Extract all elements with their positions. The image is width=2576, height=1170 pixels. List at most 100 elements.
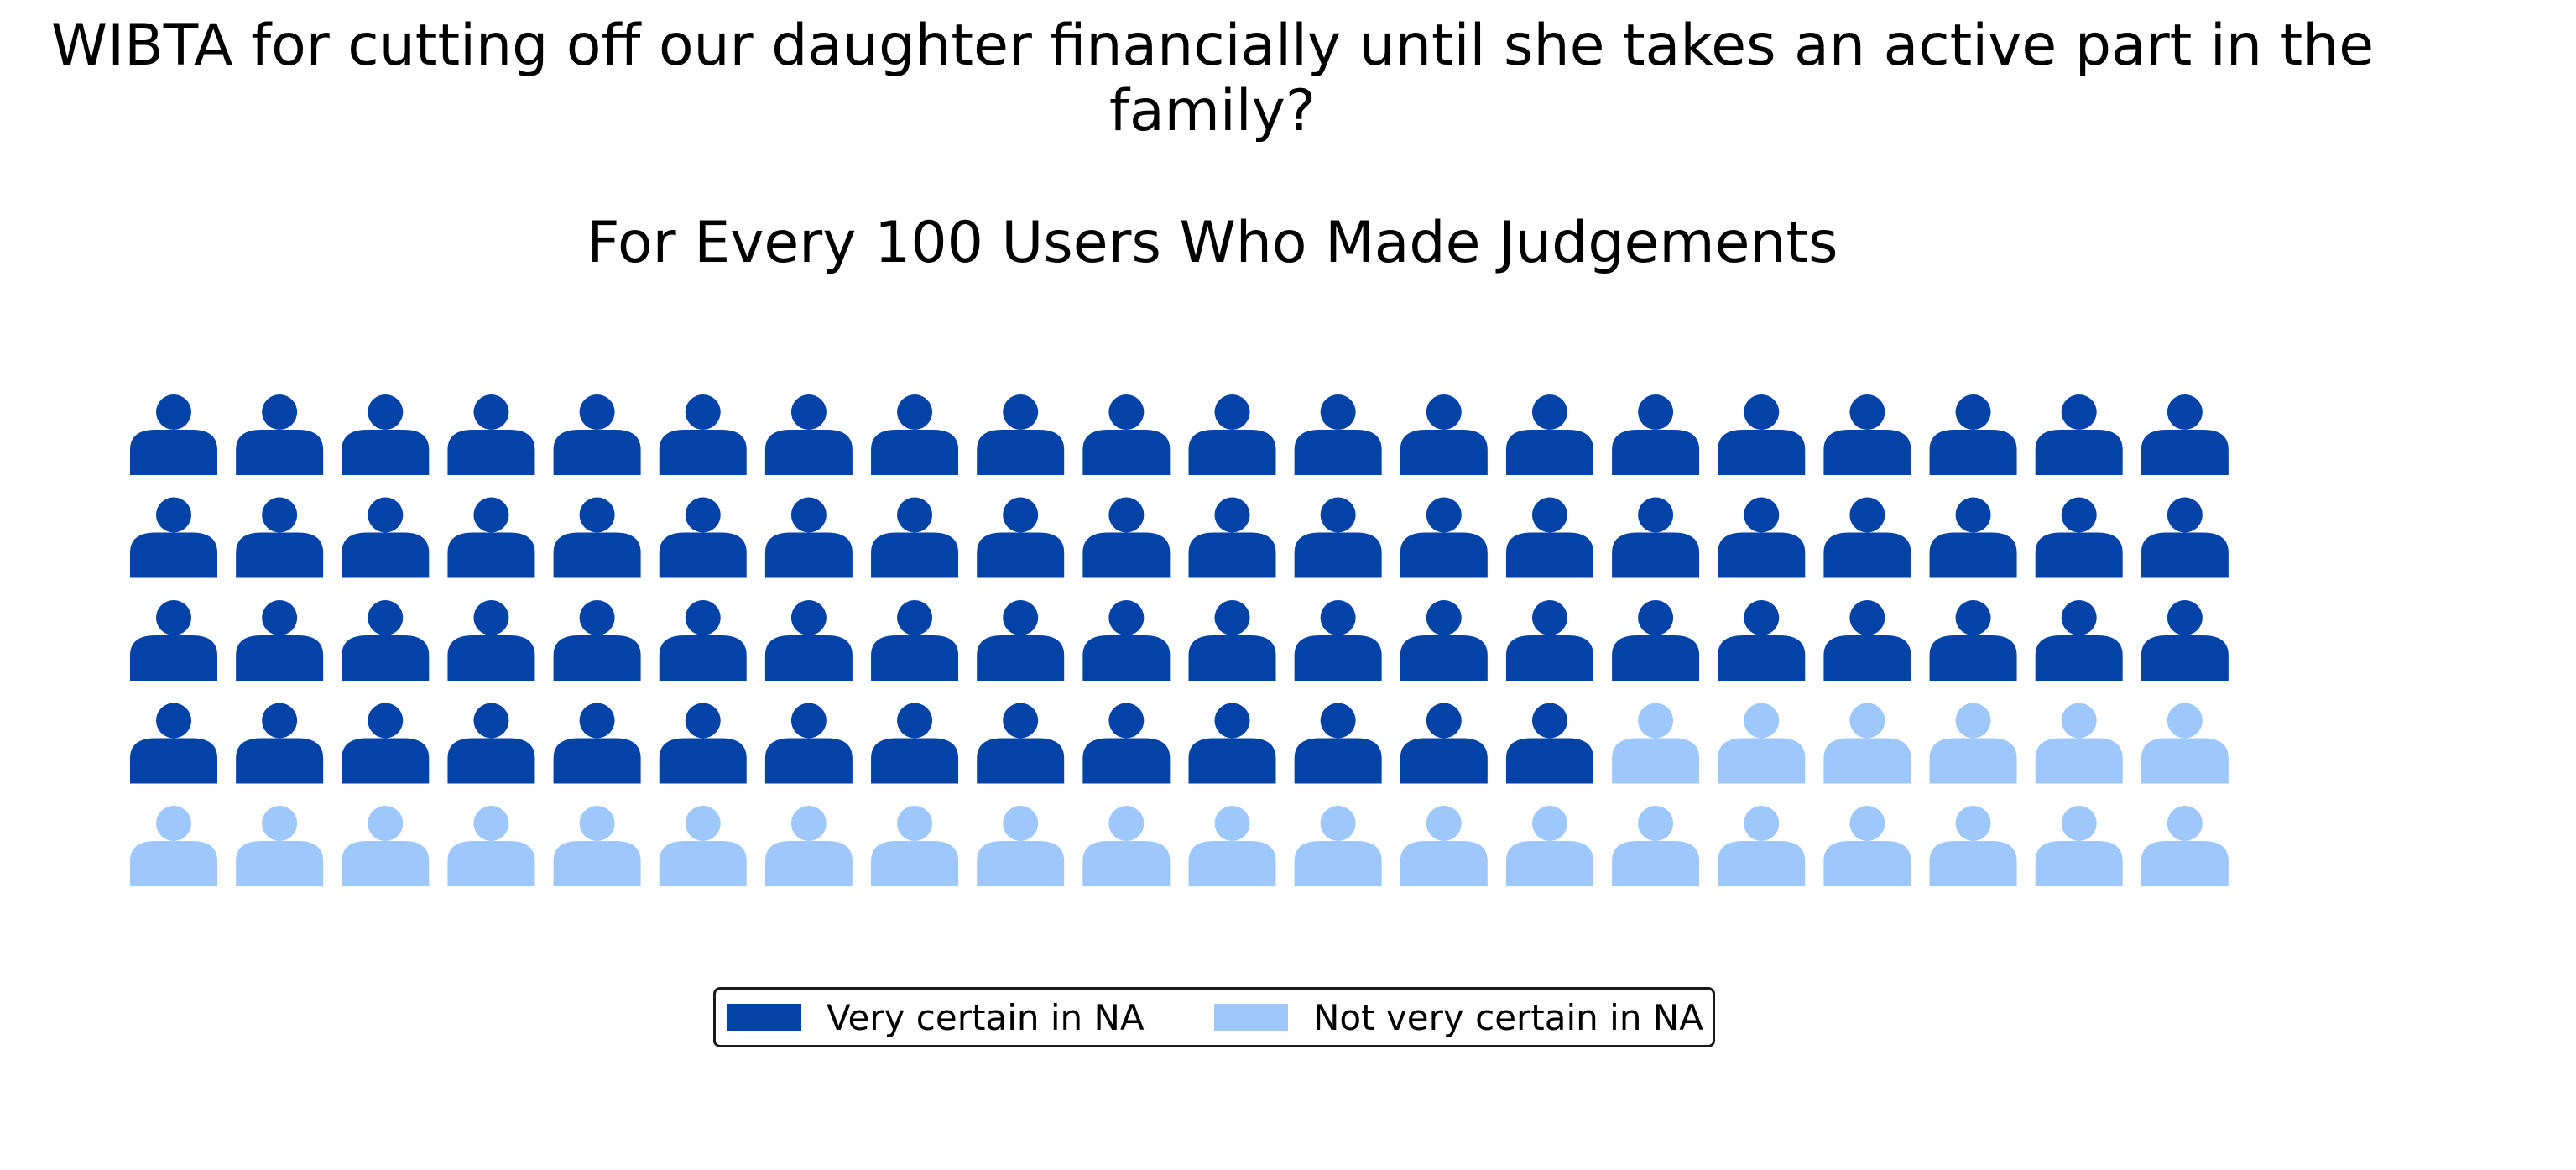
person-icon <box>1400 497 1488 578</box>
person-icon <box>553 703 641 784</box>
person-icon <box>236 806 324 886</box>
person-icon <box>130 806 217 886</box>
person-icon <box>1823 806 1911 886</box>
person-icon <box>1929 394 2017 475</box>
person-icon <box>1505 600 1593 681</box>
person-icon <box>1294 703 1382 784</box>
person-icon <box>2035 497 2123 578</box>
person-icon <box>1718 806 1806 886</box>
person-icon <box>1612 806 1700 886</box>
person-icon <box>1823 394 1911 475</box>
person-icon <box>764 703 853 784</box>
person-icon <box>1505 497 1593 578</box>
person-icon <box>447 806 535 886</box>
legend-item-not-very-certain: Not very certain in NA <box>1214 990 1703 1045</box>
person-icon <box>1929 703 2017 784</box>
person-icon <box>1612 703 1700 784</box>
person-icon <box>1823 600 1911 681</box>
person-icon <box>2141 497 2229 578</box>
person-icon <box>236 600 324 681</box>
person-icon <box>2141 600 2229 681</box>
person-icon <box>1823 703 1911 784</box>
person-icon <box>1823 497 1911 578</box>
person-icon <box>2141 806 2229 886</box>
person-icon <box>2035 703 2123 784</box>
person-icon <box>447 703 535 784</box>
person-icon <box>553 806 641 886</box>
person-icon <box>2035 394 2123 475</box>
person-icon <box>342 394 430 475</box>
person-icon <box>1294 600 1382 681</box>
person-icon <box>1188 600 1276 681</box>
person-icon <box>236 703 324 784</box>
person-icon <box>1400 806 1488 886</box>
legend-label-not-very-certain: Not very certain in NA <box>1313 996 1703 1038</box>
person-icon <box>764 497 853 578</box>
person-icon <box>1929 806 2017 886</box>
person-icon <box>1082 394 1171 475</box>
person-icon <box>130 497 217 578</box>
person-icon <box>1294 497 1382 578</box>
person-icon <box>1082 703 1171 784</box>
person-icon <box>447 600 535 681</box>
person-icon <box>977 703 1065 784</box>
person-icon <box>342 806 430 886</box>
legend-swatch-not-very-certain <box>1214 1004 1288 1031</box>
person-icon <box>236 497 324 578</box>
person-icon <box>342 497 430 578</box>
person-icon <box>1294 394 1382 475</box>
chart-title: WIBTA for cutting off our daughter finan… <box>50 13 2375 144</box>
person-icon <box>764 600 853 681</box>
person-icon <box>871 394 959 475</box>
person-icon <box>2141 394 2229 475</box>
person-icon <box>659 703 747 784</box>
person-icon <box>1188 497 1276 578</box>
person-icon <box>553 394 641 475</box>
person-icon <box>871 497 959 578</box>
person-icon <box>1612 600 1700 681</box>
person-icon <box>1612 497 1700 578</box>
person-icon <box>1718 497 1806 578</box>
person-icon <box>447 497 535 578</box>
person-icon <box>1929 600 2017 681</box>
person-icon <box>1400 394 1488 475</box>
person-icon <box>1505 394 1593 475</box>
person-icon <box>1082 600 1171 681</box>
person-icon <box>1294 806 1382 886</box>
person-icon <box>1400 703 1488 784</box>
person-icon <box>659 394 747 475</box>
person-icon <box>659 806 747 886</box>
person-icon <box>1082 806 1171 886</box>
chart-subtitle: For Every 100 Users Who Made Judgements <box>587 210 1838 276</box>
person-icon <box>659 600 747 681</box>
person-icon <box>342 600 430 681</box>
person-icon <box>1929 497 2017 578</box>
person-icon <box>1082 497 1171 578</box>
person-icon <box>130 394 217 475</box>
person-icon <box>553 497 641 578</box>
person-icon <box>553 600 641 681</box>
person-icon <box>1505 703 1593 784</box>
person-icon <box>1718 394 1806 475</box>
legend-item-very-certain: Very certain in NA <box>727 990 1145 1045</box>
person-icon <box>1612 394 1700 475</box>
person-icon <box>2141 703 2229 784</box>
person-icon <box>130 600 217 681</box>
person-icon <box>2035 600 2123 681</box>
person-icon <box>1718 600 1806 681</box>
person-icon <box>447 394 535 475</box>
person-icon <box>1400 600 1488 681</box>
person-icon <box>977 806 1065 886</box>
person-icon <box>236 394 324 475</box>
person-icon <box>977 497 1065 578</box>
person-icon <box>2035 806 2123 886</box>
person-icon <box>1188 806 1276 886</box>
person-icon <box>977 600 1065 681</box>
person-icon <box>871 600 959 681</box>
person-icon <box>659 497 747 578</box>
person-icon <box>871 703 959 784</box>
legend-swatch-very-certain <box>727 1004 801 1031</box>
person-icon <box>342 703 430 784</box>
person-icon <box>764 806 853 886</box>
